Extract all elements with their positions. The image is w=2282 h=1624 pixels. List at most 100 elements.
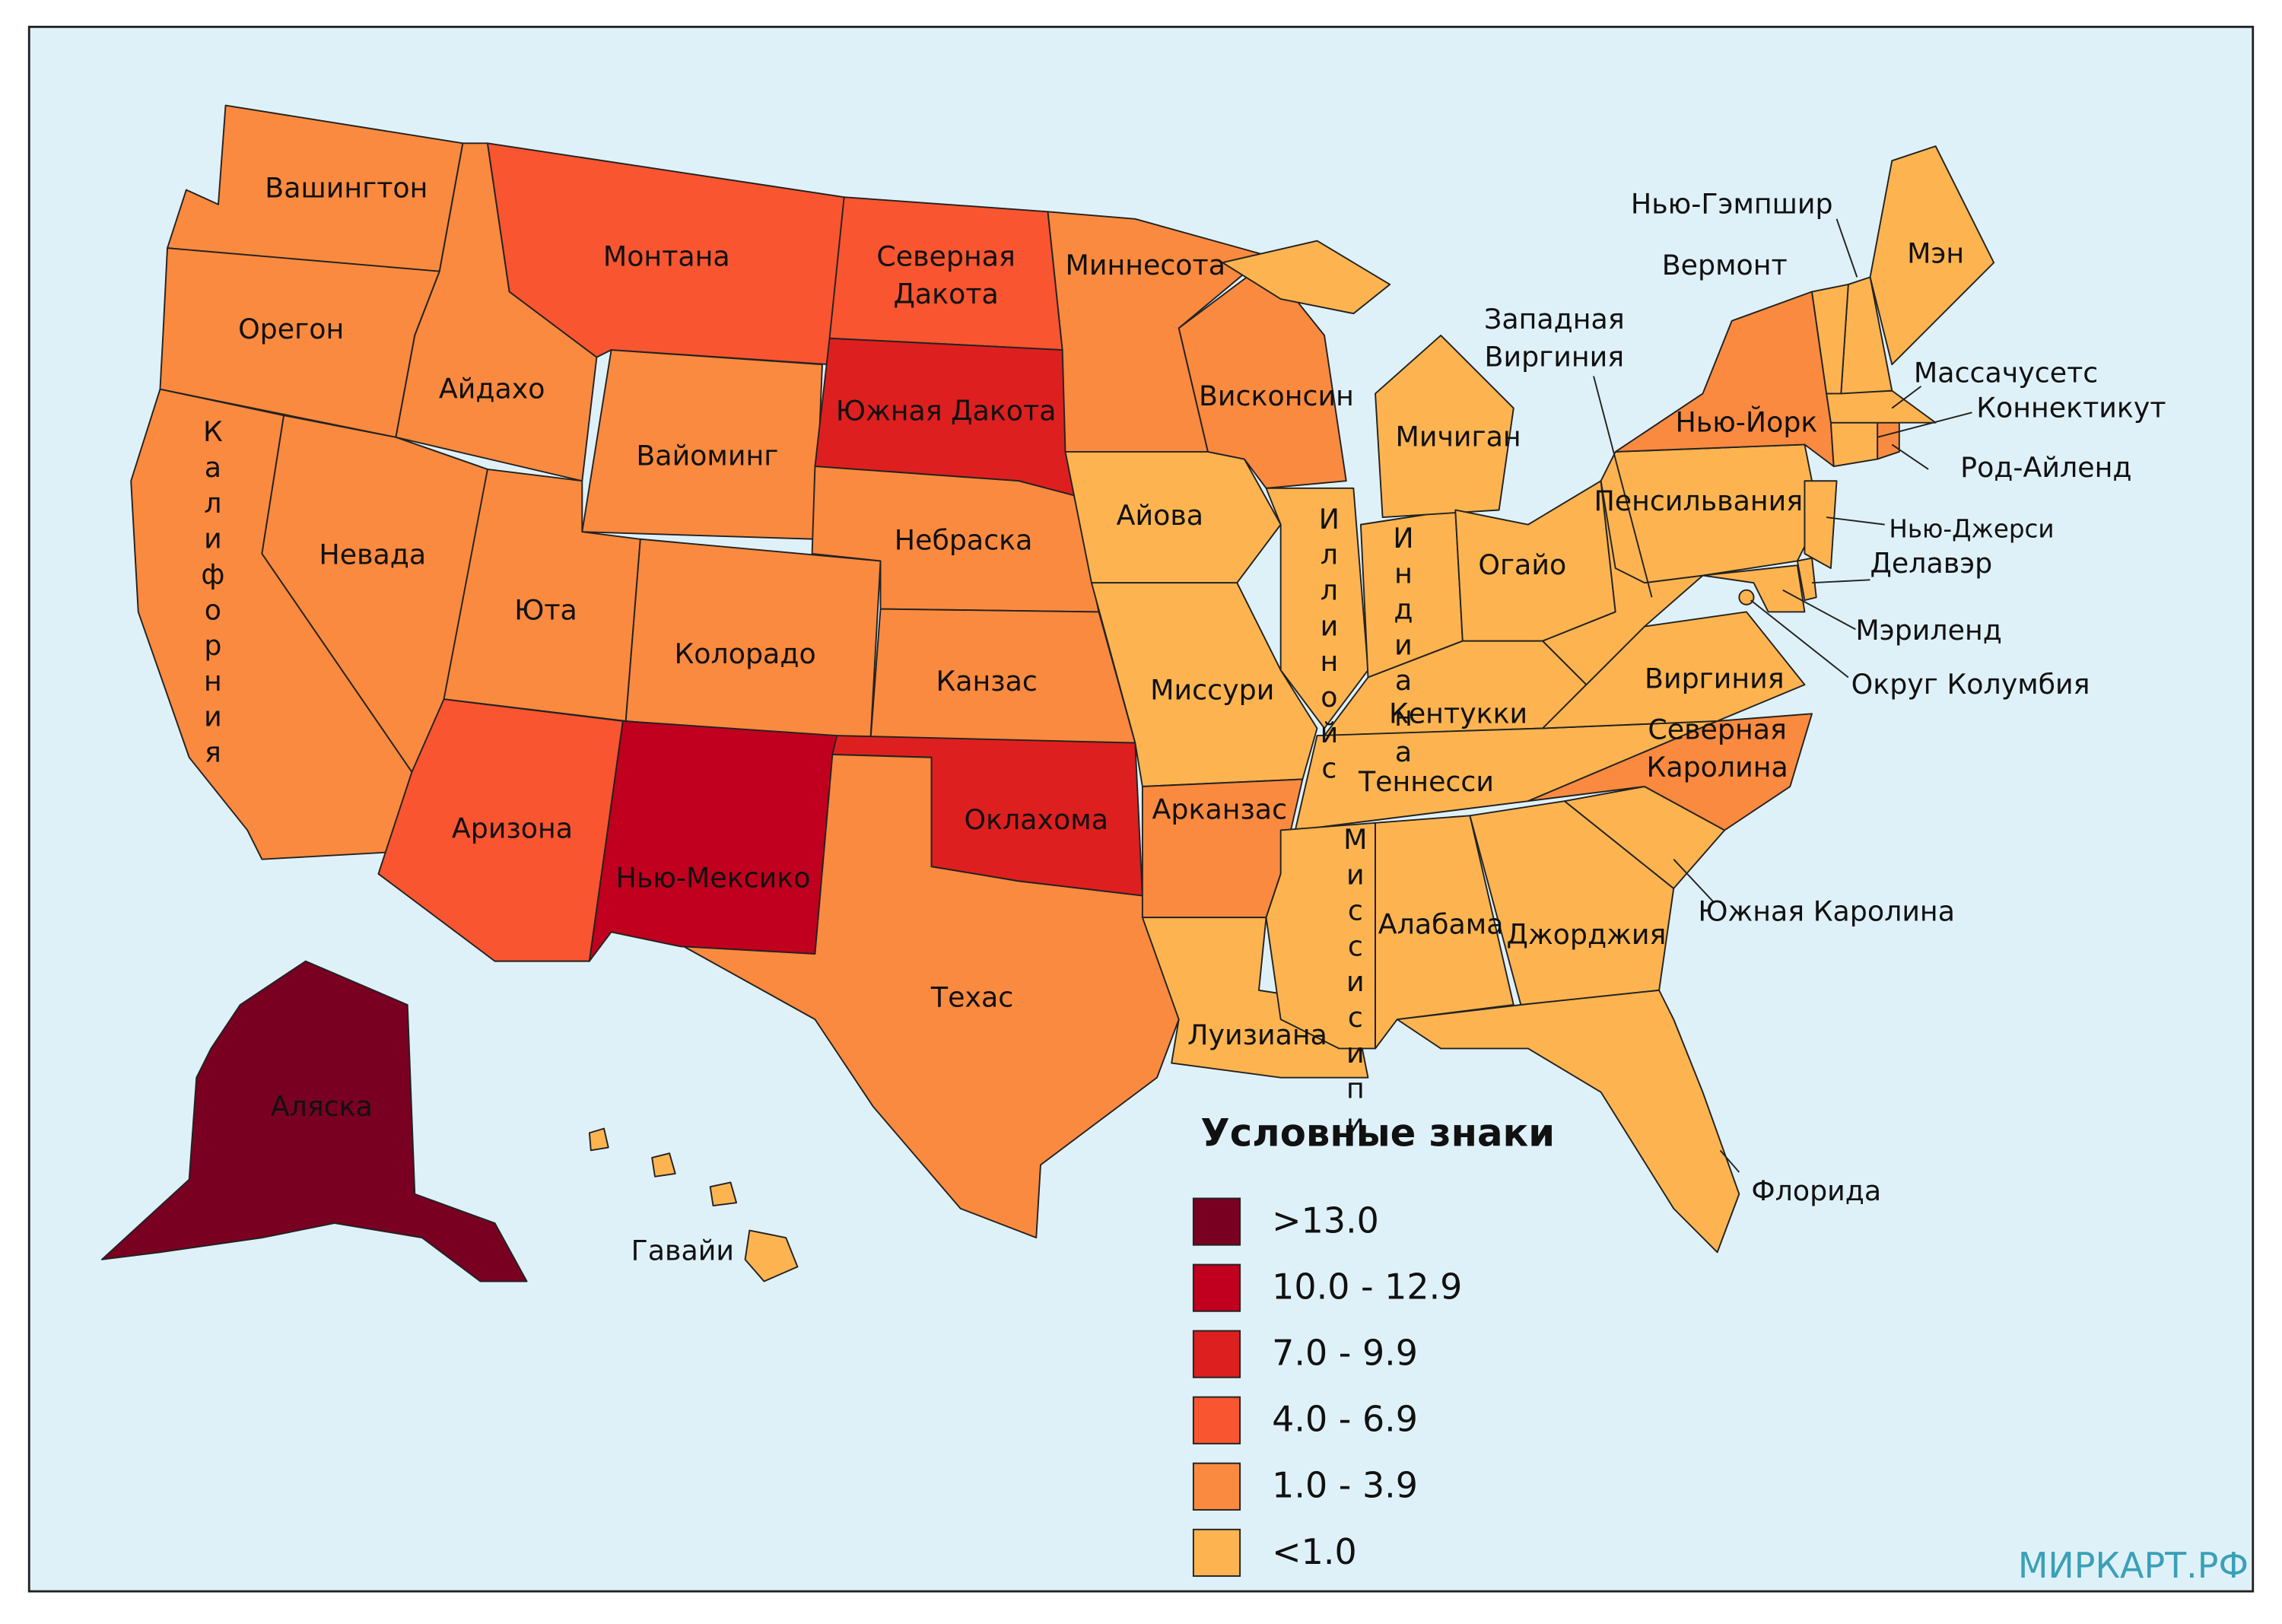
state-label: Индиана (1387, 522, 1419, 771)
state-label: Пенсильвания (1594, 485, 1803, 517)
legend-label: 4.0 - 6.9 (1272, 1399, 1418, 1440)
state (709, 1181, 738, 1206)
leader-line (1750, 599, 1849, 679)
state (1222, 240, 1391, 315)
leader-line (1673, 859, 1715, 904)
state-label: Род-Айленд (1960, 451, 2131, 484)
legend-swatch (1192, 1396, 1241, 1444)
state-label: Виргиния (1485, 341, 1625, 373)
state (1265, 487, 1369, 729)
state (588, 720, 838, 962)
state-label: Луизиана (1187, 1019, 1327, 1051)
state-label: Джорджия (1507, 918, 1667, 951)
state-label: Орегон (238, 313, 344, 345)
legend-swatch (1192, 1462, 1241, 1511)
state (1090, 582, 1318, 787)
state-label: Южная Каролина (1698, 895, 1955, 927)
state-label: Западная (1484, 303, 1625, 335)
state-label: Мэн (1907, 237, 1964, 270)
watermark: МИРКАРТ.РФ (2018, 1545, 2249, 1586)
state (1738, 589, 1755, 605)
state-label: Северная (876, 240, 1015, 273)
state (1396, 989, 1740, 1254)
state (1829, 421, 1879, 468)
state-label: Нью-Гэмпшир (1631, 188, 1833, 221)
labels-layer: Вашингтон Орегон Калифорния Айдахо Невада Мон… (196, 172, 2166, 1267)
state-label: Дакота (893, 278, 998, 310)
state-label: Теннесси (1358, 765, 1494, 798)
state (1877, 421, 1900, 460)
state-label: Нью-Джерси (1889, 514, 2054, 543)
state-label: Огайо (1478, 548, 1566, 581)
state-label: Невада (319, 539, 426, 571)
state (1796, 557, 1817, 602)
state (683, 753, 1180, 1239)
state-label: Монтана (603, 240, 730, 273)
state-label: Вашингтон (265, 172, 427, 205)
state-label: Гавайи (631, 1234, 734, 1266)
state-label: Миссисипи (1339, 823, 1371, 1143)
state-label: Мэриленд (1855, 614, 2001, 647)
state-label: Юта (514, 593, 577, 626)
legend-swatch (1192, 1263, 1241, 1312)
state-label: Нью-Мексико (616, 861, 811, 894)
state (1702, 564, 1806, 613)
leader-line (1891, 443, 1929, 470)
state (1375, 334, 1514, 519)
legend-title: Условные знаки (1200, 1111, 1555, 1155)
state-label: Северная (1648, 713, 1786, 745)
state (1469, 800, 1675, 1006)
state-label: Делавэр (1870, 547, 1993, 580)
legend-swatch (1192, 1528, 1241, 1577)
state-label: Мичиган (1395, 421, 1521, 453)
state (828, 196, 1063, 351)
leader-line (1835, 218, 1858, 278)
legend-swatch (1192, 1330, 1241, 1378)
leader-line (1719, 1149, 1740, 1173)
state-label: Оклахома (964, 803, 1108, 836)
state-label: Айдахо (439, 373, 545, 405)
state-label: Алабама (1378, 908, 1504, 941)
state (1869, 145, 1995, 366)
state-label: Иллинойс (1313, 503, 1346, 788)
state-label: Миннесота (1065, 249, 1225, 281)
legend-label: 10.0 - 12.9 (1272, 1266, 1462, 1308)
state-label: Миссури (1150, 674, 1274, 707)
state-label: Колорадо (674, 637, 815, 670)
state-label: Вайоминг (636, 440, 778, 472)
state (1804, 480, 1838, 569)
leader-line (1593, 376, 1653, 598)
legend: >13.0 10.0 - 12.9 7.0 - 9.9 4.0 - 6.9 1.0 - … (1192, 1197, 1462, 1577)
state-label: Кентукки (1389, 697, 1527, 729)
state-label: Нью-Йорк (1675, 406, 1817, 439)
leader-line (1782, 589, 1856, 631)
legend-swatch (1192, 1197, 1241, 1246)
leader-line (1811, 579, 1870, 584)
state-label: Небраска (895, 524, 1033, 557)
state-label: Коннектикут (1976, 391, 2166, 424)
state-label: Массачусетс (1914, 357, 2098, 389)
state-label: Айова (1117, 499, 1203, 532)
state-label: Округ Колумбия (1851, 668, 2090, 701)
state-label: Каролина (1647, 751, 1788, 783)
state (651, 1152, 676, 1177)
state-label: Висконсин (1199, 380, 1354, 412)
state-label: Калифорния (196, 415, 229, 771)
leader-line (1826, 516, 1885, 526)
state (744, 1229, 799, 1282)
state-label: Аризона (452, 812, 573, 844)
state (1811, 283, 1849, 395)
state-label: Вермонт (1662, 249, 1788, 281)
legend-label: <1.0 (1272, 1531, 1356, 1572)
state-label: Флорида (1751, 1174, 1881, 1207)
state (100, 960, 528, 1282)
state-label: Аляска (271, 1090, 373, 1123)
states-layer (100, 104, 1995, 1282)
state-label: Канзас (936, 665, 1037, 698)
state-label: Южная Дакота (836, 394, 1057, 427)
state-label: Виргиния (1645, 662, 1785, 694)
state (1141, 917, 1369, 1079)
state-label: Техас (930, 980, 1013, 1013)
